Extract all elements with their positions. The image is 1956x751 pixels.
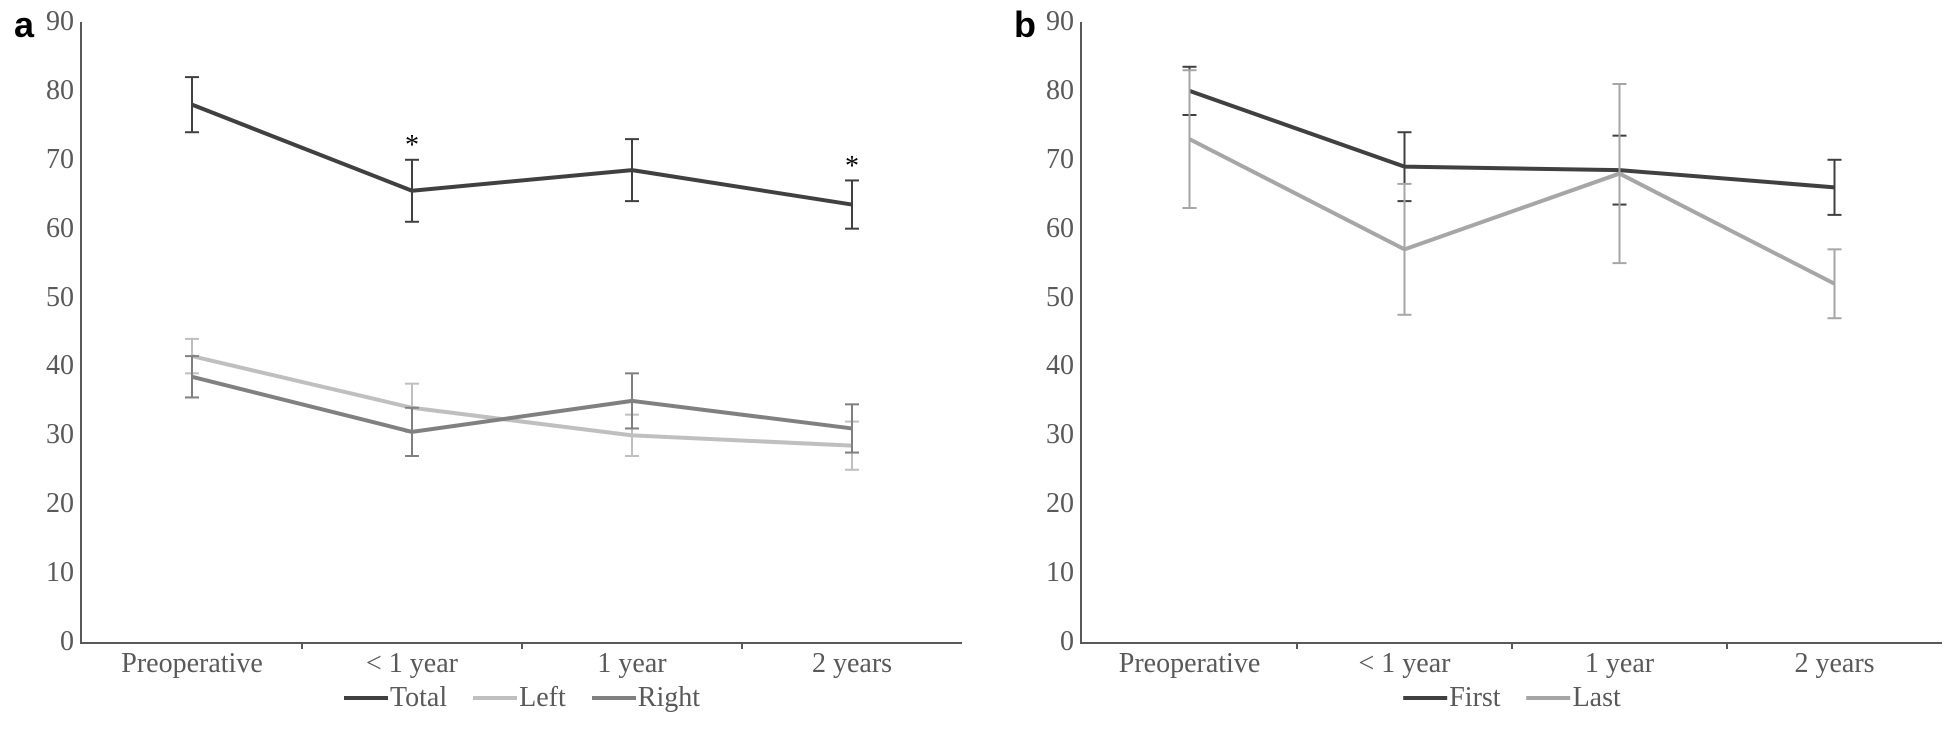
x-tick-label: 2 years [812, 642, 892, 680]
x-tick-mark [1726, 642, 1728, 649]
legend-swatch [473, 696, 517, 700]
series-line [1190, 139, 1835, 284]
legend-label: Last [1573, 682, 1621, 714]
x-tick-label: Preoperative [1119, 642, 1261, 680]
legend-item: Total [344, 682, 447, 714]
significance-marker: * [405, 130, 419, 162]
y-tick-label: 10 [46, 557, 82, 589]
series-line [192, 105, 852, 205]
x-tick-label: < 1 year [366, 642, 458, 680]
panel-b-plot: FirstLast 0102030405060708090Preoperativ… [1080, 22, 1942, 644]
panel-a-legend: Total Left Right [344, 682, 700, 714]
legend-label: Left [519, 682, 566, 714]
x-tick-label: 1 year [1585, 642, 1654, 680]
legend-swatch [1527, 696, 1571, 700]
series-line [1190, 91, 1835, 187]
y-tick-label: 40 [1046, 350, 1082, 382]
x-tick-label: 1 year [597, 642, 666, 680]
y-tick-label: 90 [46, 6, 82, 38]
y-tick-label: 80 [46, 75, 82, 107]
y-tick-label: 40 [46, 350, 82, 382]
panel-b-legend: First Last [1403, 682, 1621, 714]
panel-b: b FirstLast 0102030405060708090Preoperat… [1000, 0, 1956, 751]
legend-label: First [1449, 682, 1500, 714]
y-tick-label: 50 [1046, 282, 1082, 314]
y-tick-label: 80 [1046, 75, 1082, 107]
y-tick-label: 70 [1046, 144, 1082, 176]
legend-item: Last [1527, 682, 1621, 714]
significance-marker: * [845, 151, 859, 183]
x-tick-label: < 1 year [1359, 642, 1451, 680]
series-line [192, 377, 852, 432]
y-tick-label: 0 [1060, 626, 1082, 658]
y-tick-label: 20 [46, 488, 82, 520]
x-tick-mark [1296, 642, 1298, 649]
panel-b-svg [1082, 22, 1942, 642]
legend-label: Right [638, 682, 700, 714]
x-tick-mark [1511, 642, 1513, 649]
legend-item: First [1403, 682, 1500, 714]
y-tick-label: 70 [46, 144, 82, 176]
y-tick-label: 30 [46, 419, 82, 451]
y-tick-label: 60 [46, 213, 82, 245]
figure: a TotalLeftRight 0102030405060708090Preo… [0, 0, 1956, 751]
x-tick-mark [521, 642, 523, 649]
legend-swatch [1403, 696, 1447, 700]
y-tick-label: 60 [1046, 213, 1082, 245]
legend-label: Total [390, 682, 447, 714]
legend-swatch [592, 696, 636, 700]
x-tick-mark [741, 642, 743, 649]
y-tick-label: 10 [1046, 557, 1082, 589]
y-tick-label: 30 [1046, 419, 1082, 451]
panel-a-plot: TotalLeftRight 0102030405060708090Preope… [80, 22, 962, 644]
y-tick-label: 90 [1046, 6, 1082, 38]
panel-a: a TotalLeftRight 0102030405060708090Preo… [0, 0, 978, 751]
panel-a-svg [82, 22, 962, 642]
panel-a-label: a [14, 4, 34, 46]
legend-item: Left [473, 682, 566, 714]
legend-item: Right [592, 682, 700, 714]
y-tick-label: 0 [60, 626, 82, 658]
x-tick-label: Preoperative [121, 642, 263, 680]
error-bar [1828, 249, 1842, 318]
y-tick-label: 20 [1046, 488, 1082, 520]
y-tick-label: 50 [46, 282, 82, 314]
panel-b-label: b [1014, 4, 1036, 46]
x-tick-mark [301, 642, 303, 649]
legend-swatch [344, 696, 388, 700]
x-tick-label: 2 years [1794, 642, 1874, 680]
